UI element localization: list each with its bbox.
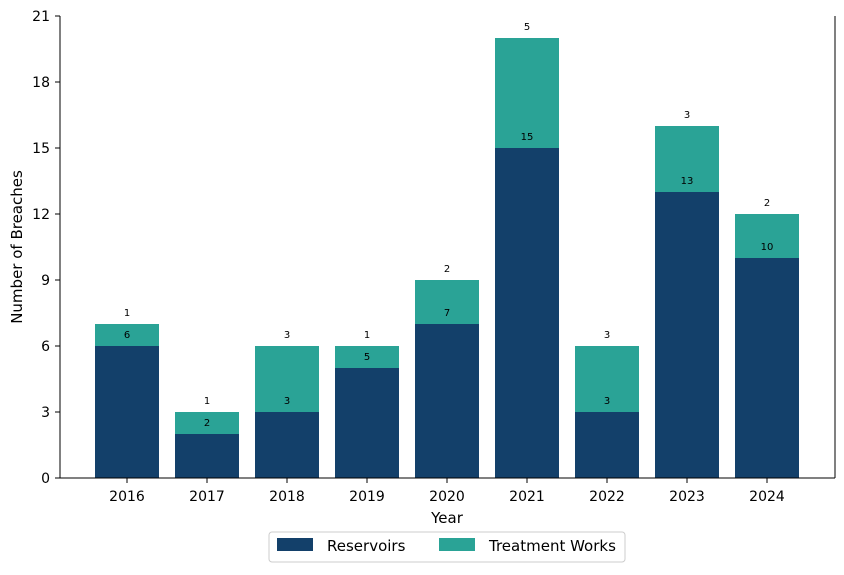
x-tick-label-2016: 2016 (109, 489, 145, 505)
x-ticks-group: 2016 2017 2018 2019 2020 2021 2022 2023 2024 (109, 478, 785, 505)
bar-treatment-works-2016 (95, 324, 159, 346)
bar-treatment-works-2023 (655, 126, 719, 192)
legend-label-treatment-works: Treatment Works (488, 537, 616, 555)
data-label-reservoirs-2020: 7 (444, 308, 450, 319)
x-tick-label-2018: 2018 (269, 489, 305, 505)
bar-reservoirs-2023 (655, 192, 719, 478)
data-label-reservoirs-2017: 2 (204, 418, 210, 429)
y-tick-label-3: 3 (41, 405, 50, 421)
bar-reservoirs-2016 (95, 346, 159, 478)
data-label-reservoirs-2016: 6 (124, 330, 130, 341)
x-tick-label-2023: 2023 (669, 489, 705, 505)
bar-reservoirs-2017 (175, 434, 239, 478)
data-label-reservoirs-2019: 5 (364, 352, 370, 363)
x-tick-label-2024: 2024 (749, 489, 785, 505)
y-tick-label-12: 12 (32, 207, 50, 223)
bar-reservoirs-2020 (415, 324, 479, 478)
bar-treatment-works-2021 (495, 38, 559, 148)
legend-swatch-treatment-works (439, 538, 475, 551)
bar-treatment-works-2022 (575, 346, 639, 412)
y-tick-label-6: 6 (41, 339, 50, 355)
bar-reservoirs-2024 (735, 258, 799, 478)
bar-reservoirs-2022 (575, 412, 639, 478)
data-label-treatment-works-2016: 1 (124, 308, 130, 319)
data-label-treatment-works-2021: 5 (524, 22, 530, 33)
x-tick-label-2021: 2021 (509, 489, 545, 505)
data-label-reservoirs-2024: 10 (761, 242, 774, 253)
data-label-treatment-works-2020: 2 (444, 264, 450, 275)
y-ticks-group: 0 3 6 9 12 15 18 21 (32, 9, 60, 487)
y-tick-label-21: 21 (32, 9, 50, 25)
data-label-treatment-works-2024: 2 (764, 198, 770, 209)
legend-swatch-reservoirs (277, 538, 313, 551)
bars-group (95, 38, 799, 478)
bar-reservoirs-2019 (335, 368, 399, 478)
bar-treatment-works-2017 (175, 412, 239, 434)
data-label-treatment-works-2017: 1 (204, 396, 210, 407)
bar-treatment-works-2018 (255, 346, 319, 412)
x-axis-title: Year (430, 509, 464, 527)
legend-label-reservoirs: Reservoirs (327, 537, 406, 555)
bar-treatment-works-2019 (335, 346, 399, 368)
data-label-reservoirs-2018: 3 (284, 396, 290, 407)
x-tick-label-2022: 2022 (589, 489, 625, 505)
x-tick-label-2017: 2017 (189, 489, 225, 505)
data-label-reservoirs-2023: 13 (681, 176, 694, 187)
data-label-treatment-works-2022: 3 (604, 330, 610, 341)
data-label-reservoirs-2022: 3 (604, 396, 610, 407)
bar-reservoirs-2021 (495, 148, 559, 478)
data-label-treatment-works-2023: 3 (684, 110, 690, 121)
data-label-treatment-works-2019: 1 (364, 330, 370, 341)
legend: Reservoirs Treatment Works (268, 531, 626, 563)
y-axis-title: Number of Breaches (8, 170, 26, 324)
data-label-reservoirs-2021: 15 (521, 132, 534, 143)
y-tick-label-9: 9 (41, 273, 50, 289)
y-tick-label-15: 15 (32, 141, 50, 157)
y-tick-label-18: 18 (32, 75, 50, 91)
y-tick-label-0: 0 (41, 471, 50, 487)
x-tick-label-2020: 2020 (429, 489, 465, 505)
bar-treatment-works-2024 (735, 214, 799, 258)
data-label-treatment-works-2018: 3 (284, 330, 290, 341)
x-tick-label-2019: 2019 (349, 489, 385, 505)
bar-reservoirs-2018 (255, 412, 319, 478)
bar-treatment-works-2020 (415, 280, 479, 324)
